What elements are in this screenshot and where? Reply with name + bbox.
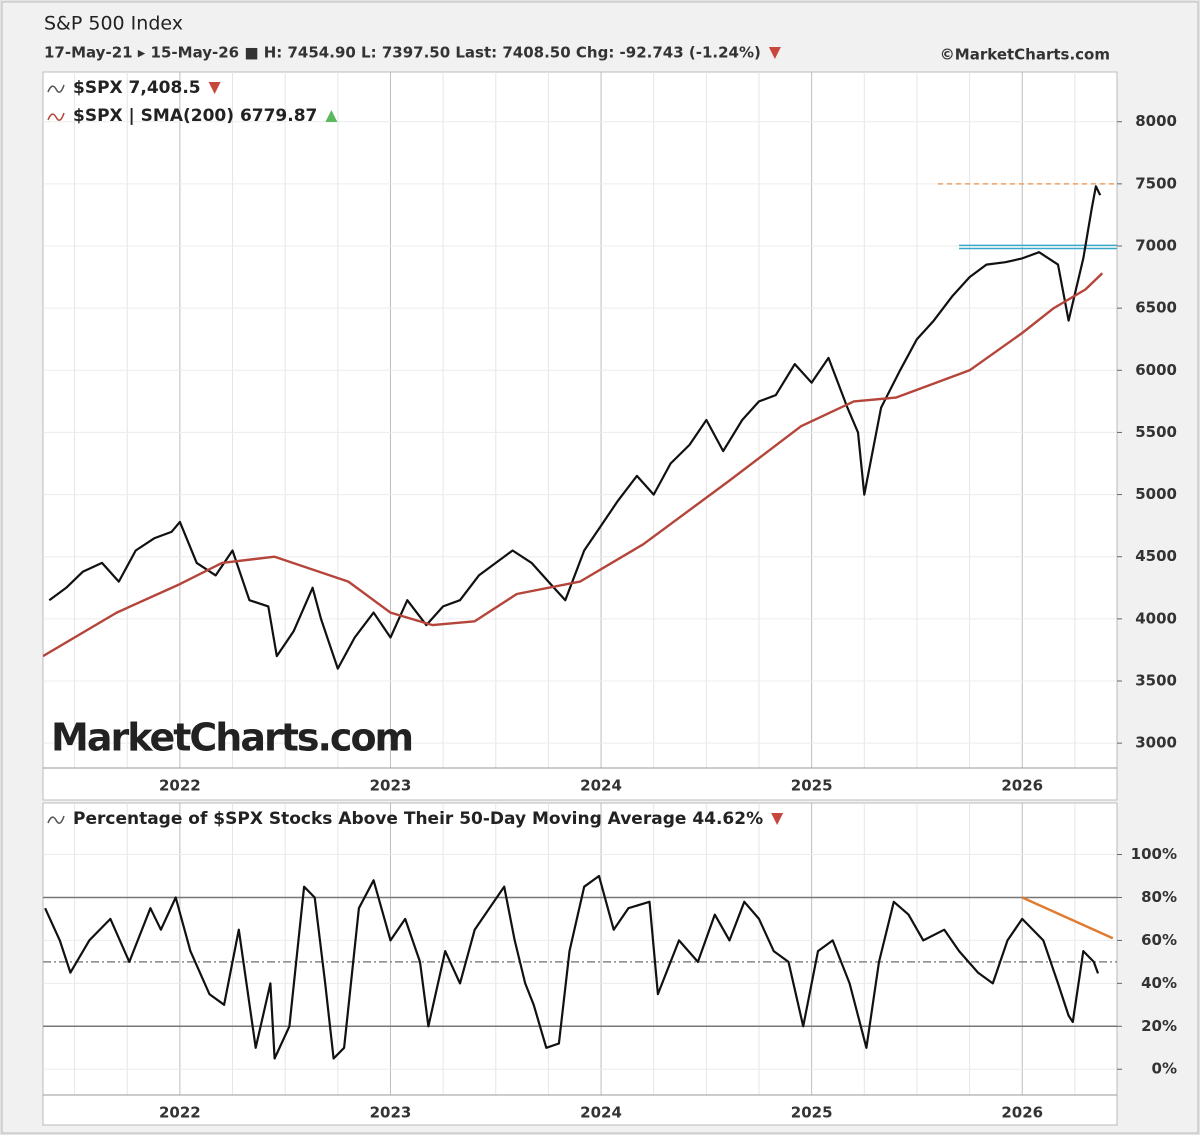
series-line [44,874,1100,1060]
y-tick-label: 0% [1152,1060,1177,1078]
y-tick-label: 7500 [1135,174,1177,192]
x-tick-label: 2026 [1001,777,1043,795]
watermark: MarketCharts.com [51,716,412,760]
y-tick-label: 3000 [1135,734,1177,752]
chart-title: S&P 500 Index [44,13,183,35]
panel [42,71,1118,801]
legend-arrow [771,813,784,825]
legend-arrow [325,110,338,122]
y-tick-label: 6500 [1135,299,1177,317]
legend-label: $SPX | SMA(200) 6779.87 [73,106,317,126]
chart-subtitle: 17-May-21 ▸ 15-May-26 ■ H: 7454.90 L: 73… [44,44,761,62]
x-tick-label: 2025 [791,1104,833,1122]
series-line [48,185,1102,670]
series-line [43,272,1104,658]
legend-label: Percentage of $SPX Stocks Above Their 50… [73,809,763,829]
legend-icon [47,84,65,93]
y-tick-label: 60% [1141,931,1177,949]
y-tick-label: 5500 [1135,423,1177,441]
y-tick-label: 8000 [1135,112,1177,130]
x-tick-label: 2024 [580,777,622,795]
x-tick-label: 2024 [580,1104,622,1122]
y-tick-label: 6000 [1135,361,1177,379]
y-tick-label: 100% [1131,845,1177,863]
x-tick-label: 2025 [791,777,833,795]
x-tick-label: 2022 [159,1104,201,1122]
legend-icon [47,112,65,121]
x-tick-label: 2022 [159,777,201,795]
y-tick-label: 3500 [1135,672,1177,690]
y-tick-label: 20% [1141,1017,1177,1035]
x-tick-label: 2023 [370,1104,412,1122]
y-tick-label: 40% [1141,974,1177,992]
y-tick-label: 4000 [1135,609,1177,627]
legend-label: $SPX 7,408.5 [73,78,201,98]
change-arrow [768,47,781,59]
y-tick-label: 7000 [1135,237,1177,255]
y-tick-label: 4500 [1135,547,1177,565]
legend-arrow [208,82,221,94]
trend-line [1021,896,1114,940]
x-tick-label: 2023 [370,777,412,795]
y-tick-label: 80% [1141,888,1177,906]
legend-icon [47,815,65,824]
y-tick-label: 5000 [1135,485,1177,503]
x-tick-label: 2026 [1001,1104,1043,1122]
panel [42,802,1118,1126]
credit: ©MarketCharts.com [940,46,1110,64]
